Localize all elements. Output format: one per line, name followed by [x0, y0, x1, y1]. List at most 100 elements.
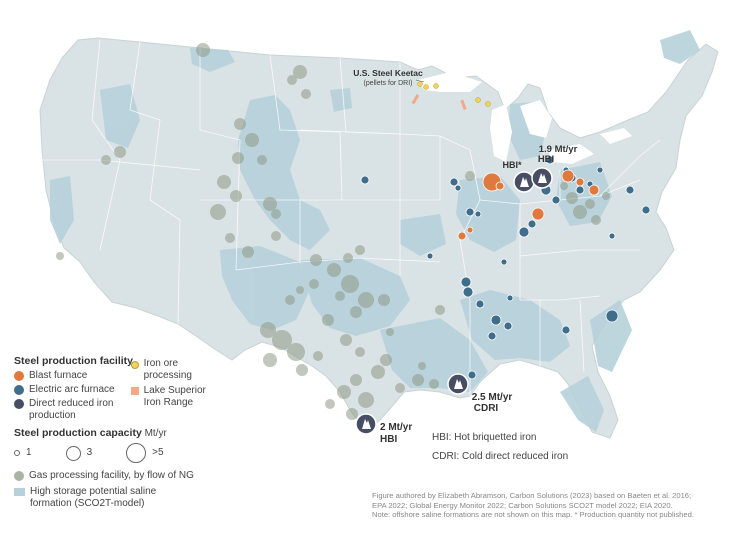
electric-arc-furnace-marker [462, 286, 474, 298]
dri-marker [355, 413, 377, 435]
gas-facility-marker [271, 209, 281, 219]
gas-facility-marker [234, 118, 246, 130]
gas-facility-marker [217, 175, 231, 189]
gas-facility-marker [358, 292, 374, 308]
blast-furnace-swatch [14, 371, 24, 381]
blast-furnace-marker [575, 177, 585, 187]
gas-facility-marker [263, 353, 277, 367]
electric-arc-furnace-marker [426, 252, 434, 260]
gas-facility-marker [257, 155, 267, 165]
legend-capacity-title: Steel production capacity [14, 427, 142, 439]
legend-capacity-unit: Mt/yr [144, 428, 167, 439]
gas-facility-marker [386, 328, 394, 336]
iron-ore-processing [417, 81, 491, 107]
blast-furnaces [457, 169, 600, 241]
gas-facility-marker [242, 246, 254, 258]
legend-blast-furnace: Blast furnace [29, 370, 88, 381]
gas-facility-marker [566, 192, 578, 204]
footnote-line3: Note: offshore saline formations are not… [372, 510, 694, 520]
size-5-circle [126, 443, 147, 463]
gas-facility-marker [350, 306, 362, 318]
gas-facility-marker [293, 65, 307, 79]
gas-facility-marker [260, 322, 276, 338]
gas-facility-marker [301, 89, 311, 99]
gas-facility-marker [232, 152, 244, 164]
size-1-label: 1 [26, 447, 32, 458]
electric-arc-furnace-marker [575, 185, 585, 195]
blast-furnace-marker [457, 231, 467, 241]
electric-arc-furnace-marker [545, 155, 555, 165]
legend-facility-title: Steel production facility [14, 355, 134, 367]
blast-furnace-marker [531, 207, 545, 221]
legend-dri-line2: production [29, 410, 76, 421]
gas-swatch [14, 471, 24, 481]
gas-facility-marker [210, 204, 226, 220]
iron-ore-swatch [130, 361, 139, 369]
gas-facility-marker [271, 231, 281, 241]
blast-furnace-marker [466, 226, 474, 234]
electric-arc-furnace-marker [490, 314, 502, 326]
gas-facility-marker [325, 399, 335, 409]
size-3-circle [65, 445, 81, 461]
texas-capacity: 2 Mt/yr [380, 422, 412, 433]
electric-arc-furnace-marker [449, 177, 459, 187]
gas-facility-marker [340, 334, 352, 346]
gas-facility-marker [245, 133, 259, 147]
saline-swatch [14, 488, 25, 496]
gas-facility-marker [435, 305, 445, 315]
electric-arc-furnace-marker [608, 232, 616, 240]
gas-facility-marker [230, 190, 242, 202]
gas-facility-marker [346, 408, 358, 420]
gas-facility-marker [602, 192, 610, 200]
gas-facility-marker [296, 364, 308, 376]
electric-arc-furnace-marker [465, 207, 475, 217]
legend: Steel production facility Blast furnace … [14, 355, 254, 510]
dri-marker [531, 167, 553, 189]
electric-arc-furnace-marker [474, 210, 482, 218]
electric-arc-furnace-marker [506, 294, 514, 302]
gas-facility-marker [341, 275, 359, 293]
size-1-circle [14, 450, 20, 456]
annotations: U.S. Steel Keetac (pellets for DRI) HBI*… [353, 68, 577, 445]
keetac-sub: (pellets for DRI) [363, 80, 412, 87]
abbr-hbi: HBI: Hot briquetted iron [432, 432, 537, 443]
dri-marker [447, 373, 469, 395]
gas-facility-marker [343, 253, 353, 263]
gas-facility-marker [56, 252, 64, 260]
ohio-capacity: 1.9 Mt/yr [539, 144, 578, 155]
gas-facility-marker [358, 392, 374, 408]
legend-dri-line1: Direct reduced iron [29, 398, 114, 409]
gas-facility-marker [309, 279, 319, 289]
gas-facility-marker [101, 155, 111, 165]
louisiana-type: CDRI [474, 403, 499, 414]
gas-facility-marker [560, 182, 568, 190]
gas-facility-marker [378, 294, 390, 306]
gas-facility-marker [296, 286, 304, 294]
electric-arc-furnace-marker [500, 258, 508, 266]
dri-swatch [14, 399, 24, 409]
saline-formations [50, 30, 700, 432]
state-lines [40, 39, 661, 396]
footnote-line2: EPA 2022; Global Energy Monitor 2022; Ca… [372, 500, 673, 510]
footnote-line1: Figure authored by Elizabeth Abramson, C… [372, 491, 692, 500]
lake-superior-iron-range [411, 94, 467, 111]
keetac-title: U.S. Steel Keetac [353, 68, 423, 78]
abbr-cdri: CDRI: Cold direct reduced iron [432, 451, 569, 462]
gas-facility-marker [355, 347, 365, 357]
electric-arc-furnace-marker [605, 309, 619, 323]
gas-facility-marker [287, 343, 305, 361]
legend-iron-ore-line1: Iron ore [143, 358, 179, 369]
louisiana-capacity: 2.5 Mt/yr [472, 392, 513, 403]
texas-type: HBI [380, 434, 397, 445]
blast-furnace-marker [561, 169, 575, 183]
gas-facility-marker [412, 374, 424, 386]
gas-facility-marker [313, 351, 323, 361]
hbi-star-label: HBI* [502, 160, 521, 170]
size-3-label: 3 [86, 447, 93, 458]
electric-arc-furnace-marker [460, 276, 472, 288]
legend-electric-arc: Electric arc furnace [29, 384, 115, 395]
gas-facility-marker [355, 245, 365, 255]
electric-arc-furnace-marker [561, 325, 571, 335]
abbreviations: HBI: Hot briquetted iron CDRI: Cold dire… [432, 432, 568, 462]
